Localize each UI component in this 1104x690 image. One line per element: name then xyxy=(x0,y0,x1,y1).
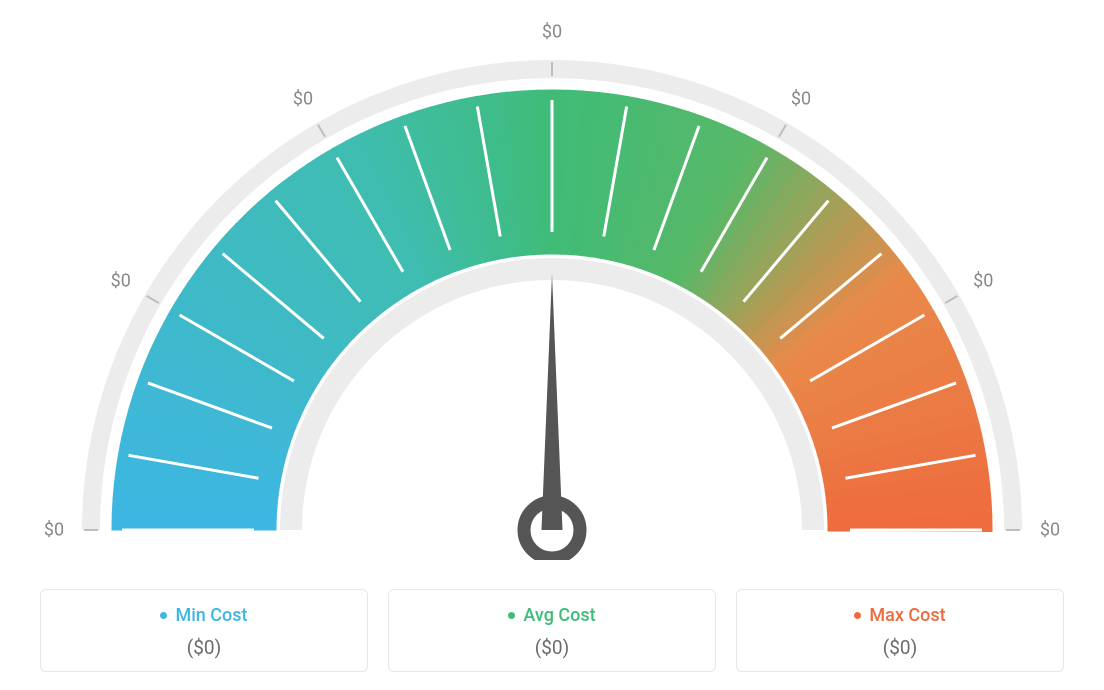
legend-label-max: Max Cost xyxy=(869,605,945,626)
gauge-chart: $0 $0 $0 $0 $0 $0 $0 xyxy=(0,0,1104,560)
legend-title-max: Max Cost xyxy=(854,605,945,626)
legend-dot-avg xyxy=(508,612,515,619)
cost-gauge-widget: $0 $0 $0 $0 $0 $0 $0 Min Cost ($0) Avg Cost ($… xyxy=(0,0,1104,690)
legend-label-min: Min Cost xyxy=(175,605,247,626)
gauge-axis-label: $0 xyxy=(293,88,313,109)
legend-card-min: Min Cost ($0) xyxy=(40,589,368,672)
legend-value-max: ($0) xyxy=(747,636,1053,659)
legend-title-min: Min Cost xyxy=(160,605,247,626)
legend-dot-max xyxy=(854,612,861,619)
legend-dot-min xyxy=(160,612,167,619)
legend-card-max: Max Cost ($0) xyxy=(736,589,1064,672)
gauge-svg xyxy=(0,0,1104,560)
gauge-axis-label: $0 xyxy=(1040,520,1060,541)
legend-value-min: ($0) xyxy=(51,636,357,659)
legend-row: Min Cost ($0) Avg Cost ($0) Max Cost ($0… xyxy=(40,589,1064,672)
gauge-axis-label: $0 xyxy=(791,88,811,109)
gauge-axis-label: $0 xyxy=(111,271,131,292)
legend-label-avg: Avg Cost xyxy=(523,605,595,626)
legend-title-avg: Avg Cost xyxy=(508,605,595,626)
legend-card-avg: Avg Cost ($0) xyxy=(388,589,716,672)
legend-value-avg: ($0) xyxy=(399,636,705,659)
gauge-axis-label: $0 xyxy=(44,520,64,541)
gauge-axis-label: $0 xyxy=(973,271,993,292)
gauge-axis-label: $0 xyxy=(542,22,562,43)
